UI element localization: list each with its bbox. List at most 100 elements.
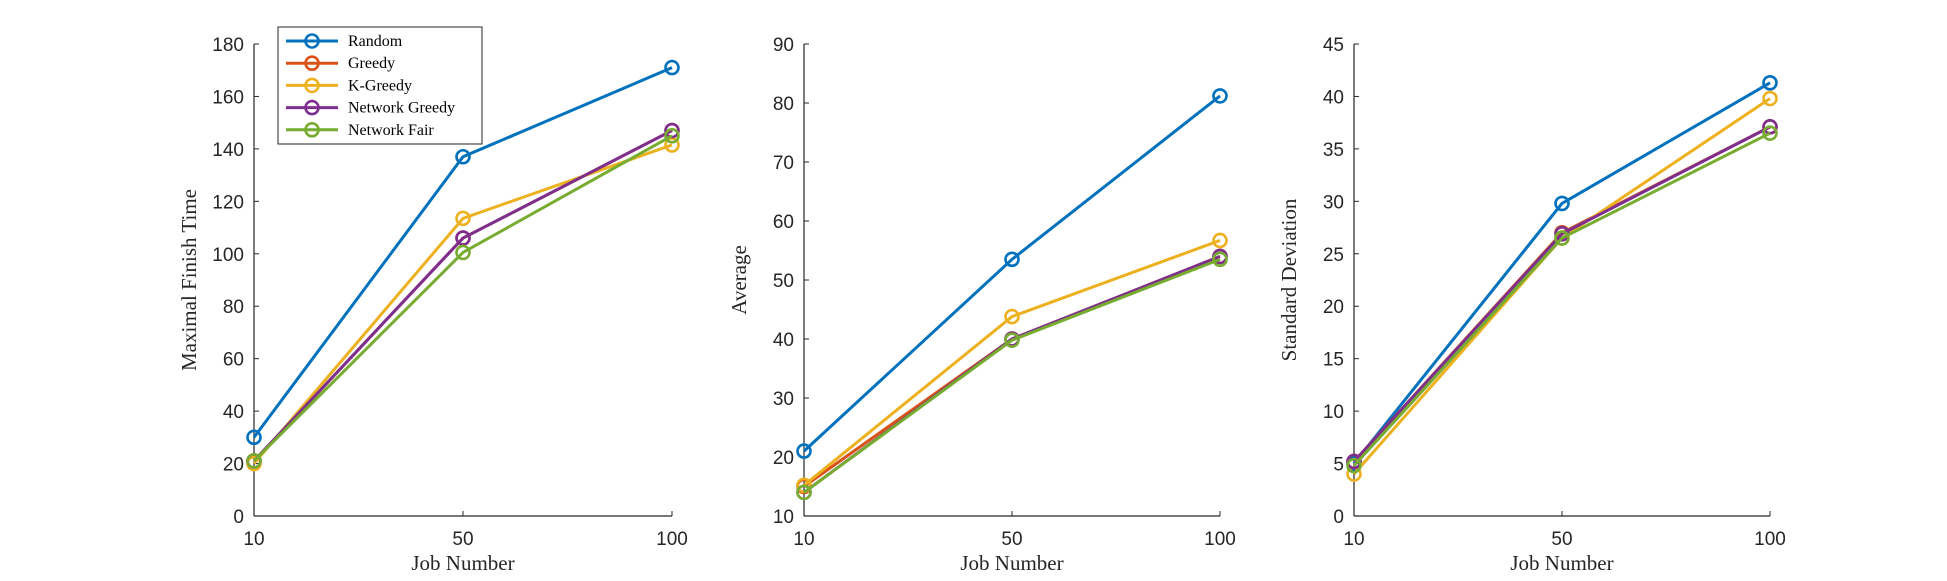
x-axis-label: Job Number bbox=[960, 551, 1063, 575]
series-line bbox=[802, 94, 1221, 453]
y-tick-label: 160 bbox=[212, 87, 244, 108]
x-tick-label: 100 bbox=[1754, 529, 1786, 550]
y-tick-label: 50 bbox=[773, 271, 794, 292]
x-tick-label: 50 bbox=[452, 529, 473, 550]
y-tick-label: 80 bbox=[223, 297, 244, 318]
data-point bbox=[796, 484, 812, 501]
y-tick-label: 120 bbox=[212, 192, 244, 213]
series-network-greedy bbox=[246, 122, 680, 469]
series-greedy bbox=[246, 122, 680, 469]
chart-panel-2: 10 20 30 40 50 60 70 80 90 10 50 100 Job Number Avera… bbox=[727, 35, 1236, 575]
legend-item: Greedy bbox=[286, 55, 395, 72]
legend-label: K-Greedy bbox=[348, 77, 412, 94]
data-point bbox=[1554, 195, 1570, 212]
series-line bbox=[1352, 125, 1771, 463]
series-line bbox=[803, 257, 1221, 494]
x-tick-label: 10 bbox=[793, 529, 814, 550]
legend: Random Greedy K-Greedy Network Greedy Networ… bbox=[277, 26, 483, 145]
legend-label: Greedy bbox=[348, 55, 395, 72]
legend-item: Random bbox=[286, 33, 403, 50]
y-tick-label: 60 bbox=[773, 212, 794, 233]
series-k-greedy bbox=[796, 232, 1228, 494]
data-point bbox=[246, 429, 262, 446]
y-tick-label: 20 bbox=[1323, 297, 1344, 318]
series-line bbox=[1352, 97, 1771, 476]
y-tick-label: 90 bbox=[773, 35, 794, 56]
y-tick-label: 10 bbox=[773, 507, 794, 528]
data-point bbox=[796, 443, 812, 459]
y-tick-label: 0 bbox=[1333, 507, 1344, 528]
y-tick-label: 20 bbox=[223, 455, 244, 476]
chart-panel-1: 0 20 40 60 80 100 120 140 160 180 10 50 100 Job Numbe… bbox=[177, 26, 688, 575]
y-tick-label: 15 bbox=[1323, 350, 1344, 371]
series-line bbox=[252, 129, 673, 462]
legend-marker bbox=[304, 99, 320, 116]
data-point bbox=[1004, 251, 1020, 268]
series-line bbox=[252, 134, 673, 462]
data-point bbox=[664, 127, 680, 144]
data-point bbox=[1762, 90, 1778, 107]
data-point bbox=[455, 244, 471, 261]
data-point bbox=[1762, 75, 1778, 91]
data-point bbox=[1004, 308, 1020, 325]
series-line bbox=[1352, 125, 1771, 463]
series-network-fair bbox=[796, 251, 1228, 501]
y-tick-label: 30 bbox=[773, 389, 794, 410]
x-tick-label: 50 bbox=[1551, 529, 1572, 550]
series-random bbox=[796, 88, 1228, 459]
y-tick-label: 70 bbox=[773, 153, 794, 174]
series-k-greedy bbox=[246, 137, 680, 472]
y-axis-label: Average bbox=[727, 245, 751, 315]
series-line bbox=[803, 239, 1221, 487]
chart-panel-3: 0 5 10 15 20 25 30 35 40 45 10 50 100 Job Number Stand… bbox=[1277, 35, 1786, 575]
legend-marker bbox=[304, 77, 320, 94]
series-line bbox=[252, 143, 673, 465]
series-network-fair bbox=[246, 127, 680, 469]
y-axis-label: Maximal Finish Time bbox=[177, 189, 201, 371]
x-axis-label: Job Number bbox=[1510, 551, 1613, 575]
data-point bbox=[664, 137, 680, 153]
data-point bbox=[664, 59, 680, 76]
x-tick-label: 50 bbox=[1001, 529, 1022, 550]
data-point bbox=[455, 230, 471, 246]
series-line bbox=[1352, 81, 1771, 465]
series-network-greedy bbox=[1346, 119, 1778, 470]
data-point bbox=[1212, 251, 1228, 268]
x-axis-label: Job Number bbox=[411, 551, 514, 575]
y-tick-label: 180 bbox=[212, 35, 244, 56]
y-tick-label: 5 bbox=[1333, 455, 1344, 476]
legend-item: Network Greedy bbox=[286, 100, 455, 117]
y-tick-label: 25 bbox=[1323, 245, 1344, 266]
data-point bbox=[455, 148, 471, 165]
series-greedy bbox=[1346, 119, 1778, 470]
y-tick-label: 40 bbox=[223, 402, 244, 423]
x-tick-label: 100 bbox=[1204, 529, 1236, 550]
legend-label: Network Greedy bbox=[348, 100, 455, 117]
series-network-greedy bbox=[796, 248, 1228, 501]
data-point bbox=[1346, 457, 1362, 474]
legend-item: K-Greedy bbox=[286, 77, 412, 94]
y-tick-label: 35 bbox=[1323, 140, 1344, 161]
legend-item: Network Fair bbox=[286, 122, 434, 139]
y-tick-label: 80 bbox=[773, 94, 794, 115]
y-tick-label: 100 bbox=[212, 245, 244, 266]
series-line bbox=[803, 255, 1221, 488]
series-line bbox=[803, 255, 1221, 494]
y-tick-label: 45 bbox=[1323, 35, 1344, 56]
data-point bbox=[1212, 232, 1228, 249]
y-tick-label: 40 bbox=[1323, 87, 1344, 108]
x-tick-label: 100 bbox=[656, 529, 688, 550]
series-random bbox=[246, 59, 680, 446]
y-tick-label: 10 bbox=[1323, 402, 1344, 423]
series-line bbox=[1352, 131, 1771, 467]
data-point bbox=[246, 453, 262, 469]
legend-label: Network Fair bbox=[348, 122, 434, 139]
data-point bbox=[1212, 88, 1228, 104]
series-line bbox=[252, 66, 673, 439]
data-point bbox=[1762, 125, 1778, 141]
x-tick-label: 10 bbox=[1343, 529, 1364, 550]
y-tick-label: 30 bbox=[1323, 192, 1344, 213]
y-axis-label: Standard Deviation bbox=[1277, 198, 1301, 361]
